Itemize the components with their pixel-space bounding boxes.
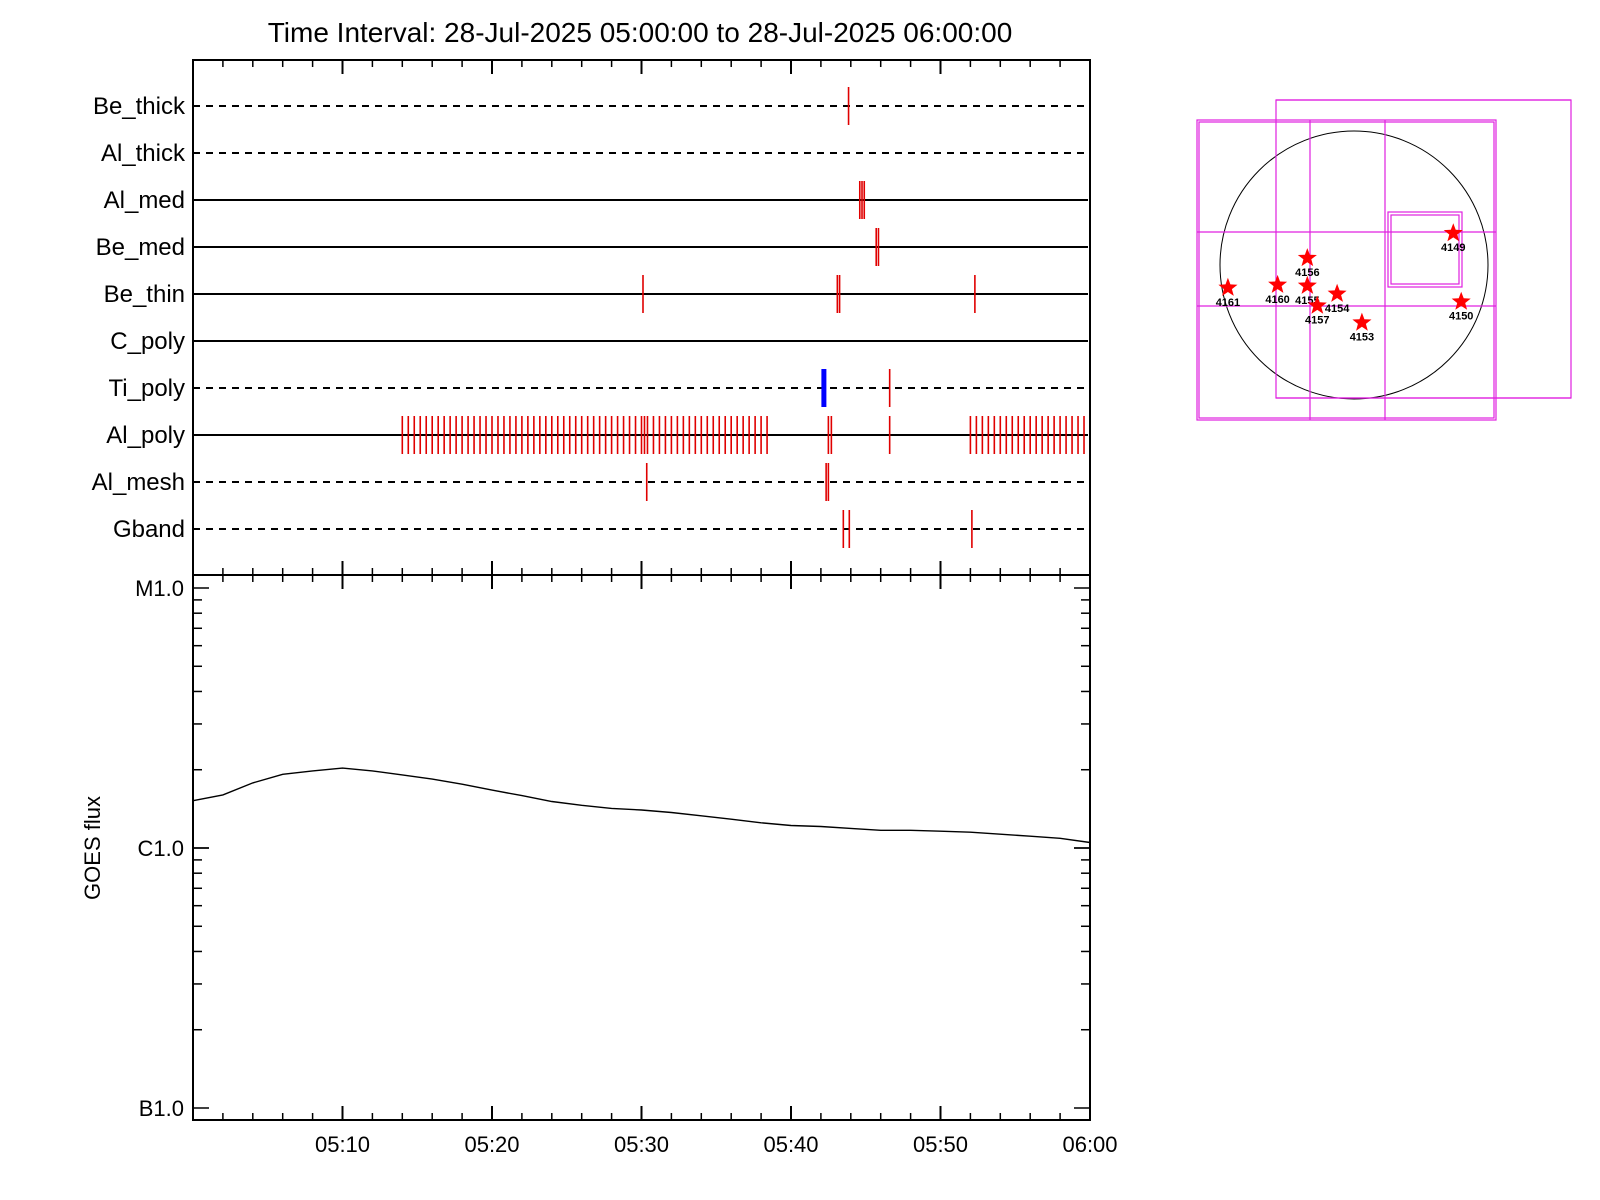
y-tick-label: M1.0 <box>135 576 184 601</box>
active-region-marker <box>1352 312 1372 331</box>
active-region-label: 4161 <box>1216 297 1240 309</box>
chart-title: Time Interval: 28-Jul-2025 05:00:00 to 2… <box>268 17 1013 48</box>
filter-label-gband: Gband <box>113 516 185 543</box>
filter-label-al-mesh: Al_mesh <box>92 469 185 496</box>
active-region-marker <box>1327 283 1347 302</box>
y-axis-label: GOES flux <box>80 796 105 900</box>
x-tick-label: 05:50 <box>913 1132 968 1157</box>
filter-label-ti-poly: Ti_poly <box>109 375 185 402</box>
fov-box <box>1275 99 1572 399</box>
active-region-marker <box>1268 274 1288 293</box>
active-region-marker <box>1443 223 1463 242</box>
active-region-marker <box>1218 277 1238 296</box>
y-tick-label: C1.0 <box>138 836 184 861</box>
goes-flux-panel: M1.0 C1.0 B1.0 05:10 05:20 05:30 05:40 05:50 06:… <box>80 574 1118 1157</box>
goes-frame <box>192 574 1091 1121</box>
active-region-marker <box>1307 295 1327 314</box>
fov-box <box>1196 119 1497 421</box>
active-region-label: 4156 <box>1295 267 1319 279</box>
active-region-label: 4153 <box>1350 332 1374 344</box>
active-region-marker <box>1297 275 1317 294</box>
active-region-label: 4149 <box>1441 242 1465 254</box>
x-tick-label: 05:20 <box>464 1132 519 1157</box>
active-region-marker <box>1297 248 1317 267</box>
active-region-marker <box>1451 291 1471 310</box>
x-tick-label: 05:40 <box>763 1132 818 1157</box>
filter-label-be-thick: Be_thick <box>93 93 186 120</box>
y-tick-label: B1.0 <box>139 1096 184 1121</box>
active-region-label: 4157 <box>1305 315 1329 327</box>
fov-box <box>1390 214 1460 285</box>
active-region-label: 4160 <box>1265 294 1289 306</box>
filter-label-be-med: Be_med <box>96 234 185 261</box>
filter-label-al-thick: Al_thick <box>101 140 186 167</box>
active-region-label: 4150 <box>1449 311 1473 323</box>
filter-label-be-thin: Be_thin <box>104 281 185 308</box>
filter-timeline-panel: Be_thick Al_thick Al_med Be_med Be_thin C_pol… <box>92 59 1091 576</box>
filter-label-c-poly: C_poly <box>110 328 185 355</box>
x-tick-label: 06:00 <box>1062 1132 1117 1157</box>
timeline-frame <box>192 59 1091 576</box>
filter-label-al-med: Al_med <box>104 187 185 214</box>
solar-limb <box>1219 130 1489 400</box>
filter-label-al-poly: Al_poly <box>106 422 185 449</box>
active-region-label: 4154 <box>1325 303 1350 315</box>
goes-flux-line <box>192 767 1091 844</box>
fov-box <box>1198 121 1495 419</box>
fov-box <box>1387 211 1463 288</box>
x-tick-label: 05:30 <box>614 1132 669 1157</box>
x-tick-label: 05:10 <box>315 1132 370 1157</box>
